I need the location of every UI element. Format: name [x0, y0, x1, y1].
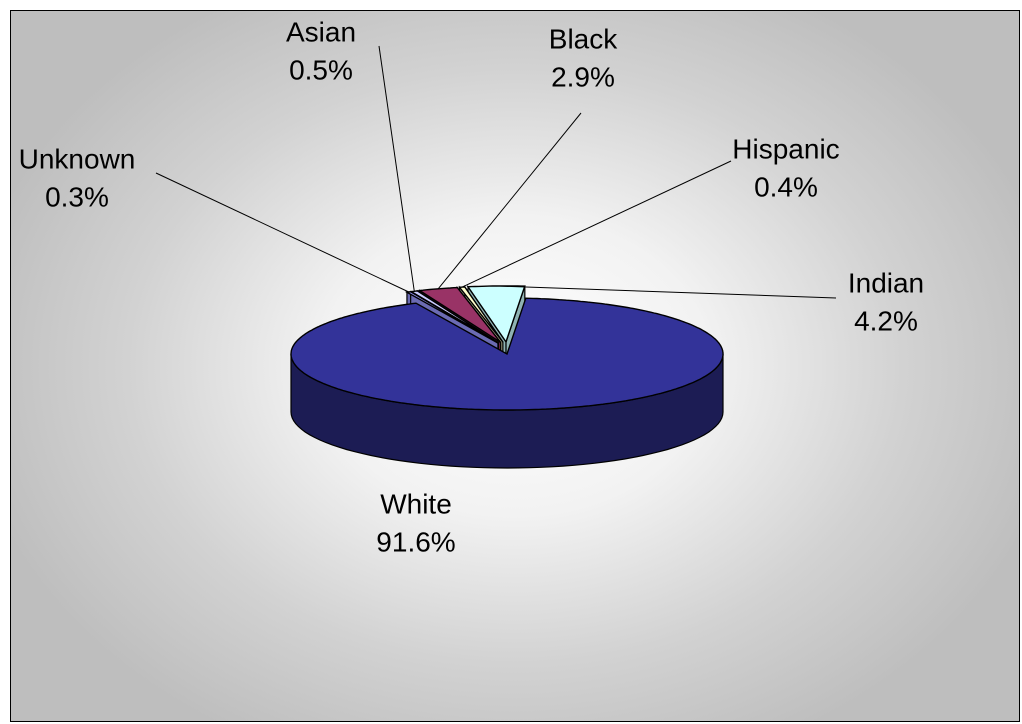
pie-slice-white [290, 297, 724, 469]
data-label-indian-category: Indian [848, 267, 924, 298]
pie-chart: White 91.6% Unknown 0.3% Asian 0.5% Black 2.9% H… [19, 16, 925, 557]
chart-area: White 91.6% Unknown 0.3% Asian 0.5% Black 2.9% H… [10, 10, 1020, 722]
data-label-asian-value: 0.5% [289, 54, 353, 85]
data-label-indian-value: 4.2% [854, 305, 918, 336]
leader-line-hispanic [461, 160, 732, 288]
data-label-asian-category: Asian [286, 16, 356, 47]
leader-line-black [437, 112, 582, 290]
slice-top [290, 297, 724, 411]
data-label-black-value: 2.9% [551, 61, 615, 92]
data-label-black-category: Black [549, 23, 618, 54]
leader-line-indian [496, 285, 837, 299]
data-label-unknown-category: Unknown [19, 143, 136, 174]
data-label-white-value: 91.6% [376, 526, 455, 557]
leader-line-unknown [155, 172, 410, 293]
data-label-white-category: White [380, 488, 452, 519]
data-label-hispanic-value: 0.4% [754, 171, 818, 202]
data-label-hispanic-category: Hispanic [732, 133, 839, 164]
leader-line-asian [378, 45, 415, 292]
data-label-unknown-value: 0.3% [45, 181, 109, 212]
